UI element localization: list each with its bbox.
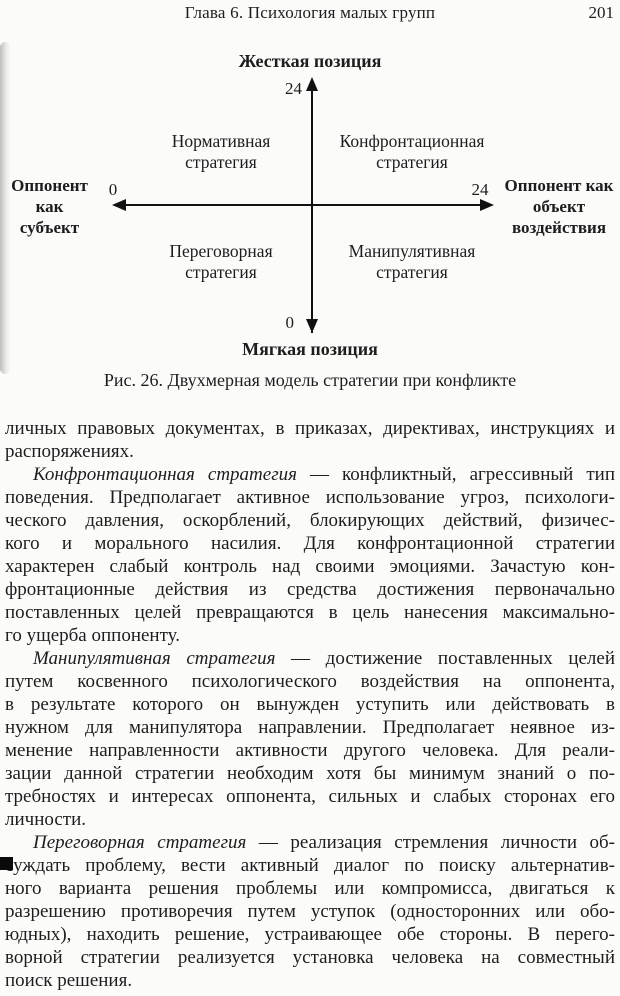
chapter-title: Глава 6. Психология малых групп: [184, 3, 436, 22]
axis-label-line: субъект: [19, 218, 80, 237]
text-line: поиск решения.: [5, 970, 133, 991]
text-line: распоряжениях.: [5, 441, 134, 462]
vertical-axis-line: [311, 82, 313, 333]
arrow-down-icon: [306, 319, 318, 333]
axis-label-line: объект: [532, 197, 586, 216]
strategy-term-italic: Переговорная стратегия: [33, 832, 247, 853]
page-header: Глава 6. Психология малых групп 201: [0, 3, 620, 25]
axis-title-soft-position: Мягкая позиция: [242, 339, 378, 359]
vertical-axis-min-tick: 0: [285, 313, 295, 332]
axis-label-line: Оппонент как: [504, 176, 614, 195]
quadrant-label-line: Конфронтационная: [339, 131, 485, 151]
text-line: Манипулятивная стратегия — достижение по…: [33, 648, 615, 669]
text-line: кого и морального насилия. Для конфронта…: [5, 533, 615, 554]
axis-label-opponent-as-object: Оппонент как объект воздействия: [500, 175, 618, 238]
quadrant-label-line: стратегия: [376, 262, 448, 282]
strategy-term-italic: Манипулятивная стратегия: [33, 648, 276, 669]
text-line: фронтационные действия из средства дости…: [5, 579, 615, 600]
quadrant-negotiation-strategy: Переговорная стратегия: [121, 241, 321, 283]
quadrant-normative-strategy: Нормативная стратегия: [121, 131, 321, 173]
arrow-left-icon: [112, 199, 126, 211]
text-line: разрешению противоречия путем уступок (о…: [5, 901, 615, 922]
text-line: зации данной стратегии необходим хотя бы…: [5, 763, 615, 784]
page-number: 201: [588, 3, 615, 22]
quadrant-label-line: стратегия: [185, 152, 257, 172]
text-line: путем косвенного психологического воздей…: [5, 671, 615, 692]
vertical-axis-max-tick: 24: [285, 79, 302, 98]
text-line: Переговорная стратегия — реализация стре…: [33, 832, 615, 853]
scan-shadow-artifact: [0, 42, 11, 374]
horizontal-axis-max-tick: 24: [471, 180, 489, 199]
text-line: ворной стратегии реализуется установка ч…: [5, 947, 615, 968]
text-line: юдных), находить решение, устраивающее о…: [5, 924, 615, 945]
text-line: требностях и интересах оппонента, сильны…: [5, 786, 615, 807]
horizontal-axis-min-tick: 0: [108, 180, 118, 199]
quadrant-manipulative-strategy: Манипулятивная стратегия: [312, 241, 512, 283]
text-line: поставленных целей превращаются в цель н…: [5, 602, 615, 623]
text-line: ческого давления, оскорблений, блокирующ…: [5, 510, 615, 531]
quadrant-label-line: Нормативная: [171, 131, 271, 151]
strategy-term-italic: Конфронтационная стратегия: [33, 464, 297, 485]
axis-title-hard-position: Жесткая позиция: [238, 51, 382, 71]
text-line: поведения. Предполагает активное использ…: [5, 487, 615, 508]
text-line: го ущерба оппоненту.: [5, 625, 180, 646]
body-text: личных правовых документах, в приказах, …: [0, 417, 620, 992]
quadrant-label-line: Переговорная: [169, 241, 273, 261]
text-line: ного варианта решения проблемы или компр…: [5, 878, 615, 899]
text-line: личных правовых документах, в приказах, …: [5, 418, 615, 439]
text-line: в результате которого он вынужден уступи…: [5, 694, 615, 715]
axis-label-line: Оппонент: [11, 176, 88, 195]
text-line: нужном для манипулятора направлении. Пре…: [5, 717, 615, 738]
axis-label-opponent-as-subject: Оппонент как субъект: [2, 175, 97, 238]
quadrant-label-line: Манипулятивная: [348, 241, 476, 261]
quadrant-label-line: стратегия: [376, 152, 448, 172]
margin-square-mark: [0, 857, 13, 870]
axis-label-line: как: [35, 197, 64, 216]
arrow-right-icon: [480, 199, 494, 211]
text-line: суждать проблему, вести активный диалог …: [5, 855, 615, 876]
axis-label-line: воздействия: [511, 218, 607, 237]
text-line: менение направленности активности другог…: [5, 740, 615, 761]
quadrant-confrontational-strategy: Конфронтационная стратегия: [312, 131, 512, 173]
arrow-up-icon: [306, 77, 318, 91]
figure-caption: Рис. 26. Двухмерная модель стратегии при…: [103, 370, 517, 390]
quadrant-label-line: стратегия: [185, 262, 257, 282]
text-line: личности.: [5, 809, 87, 830]
horizontal-axis-line: [114, 204, 492, 206]
text-line: характерен слабый контроль над своими эм…: [5, 556, 615, 577]
text-line: Конфронтационная стратегия — конфликтный…: [33, 464, 615, 485]
conflict-strategy-diagram: Жесткая позиция 24 0 0 24 Нормативная ст…: [0, 36, 620, 374]
